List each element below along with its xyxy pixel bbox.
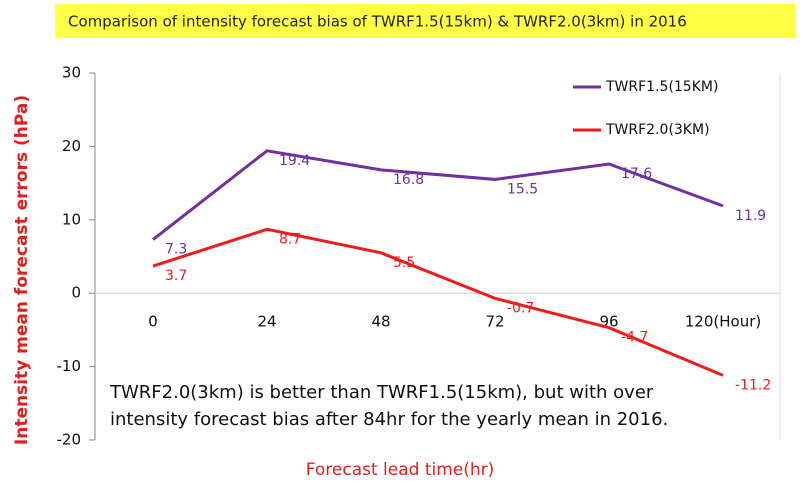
- y-tick-label: -20: [57, 431, 82, 449]
- data-label: 19.4: [279, 153, 310, 169]
- data-label: 3.7: [165, 268, 187, 284]
- title-banner: [55, 4, 795, 38]
- data-label: 15.5: [507, 181, 538, 197]
- data-label: 11.9: [735, 208, 766, 224]
- x-tick-label: 24: [257, 313, 276, 331]
- x-axis-label: Forecast lead time(hr): [306, 460, 495, 480]
- y-tick-label: 30: [62, 64, 81, 82]
- y-tick-label: 0: [71, 284, 81, 302]
- data-label: 5.5: [393, 255, 415, 271]
- data-label: -0.7: [507, 300, 534, 316]
- legend-label: TWRF2.0(3KM): [605, 122, 710, 138]
- x-tick-label: 72: [485, 313, 504, 331]
- data-label: -4.7: [621, 330, 648, 346]
- data-label: -11.2: [735, 377, 771, 393]
- data-label: 7.3: [165, 242, 187, 258]
- series-line: [152, 227, 724, 377]
- annotation: intensity forecast bias after 84hr for t…: [110, 409, 668, 430]
- data-label: 17.6: [621, 166, 652, 182]
- y-tick-label: 10: [62, 210, 81, 228]
- chart-title: Comparison of intensity forecast bias of…: [68, 13, 687, 31]
- x-tick-label: 48: [371, 313, 390, 331]
- y-tick-label: 20: [62, 137, 81, 155]
- x-tick-label: 120(Hour): [685, 313, 761, 331]
- x-tick-label: 0: [148, 313, 158, 331]
- legend-label: TWRF1.5(15KM): [605, 79, 718, 95]
- series-line: [152, 149, 724, 241]
- y-tick-label: -10: [57, 357, 82, 375]
- data-label: 8.7: [279, 231, 301, 247]
- annotation: TWRF2.0(3km) is better than TWRF1.5(15km…: [109, 382, 654, 403]
- y-axis-label: Intensity mean forecast errors (hPa): [12, 95, 32, 445]
- data-label: 16.8: [393, 172, 424, 188]
